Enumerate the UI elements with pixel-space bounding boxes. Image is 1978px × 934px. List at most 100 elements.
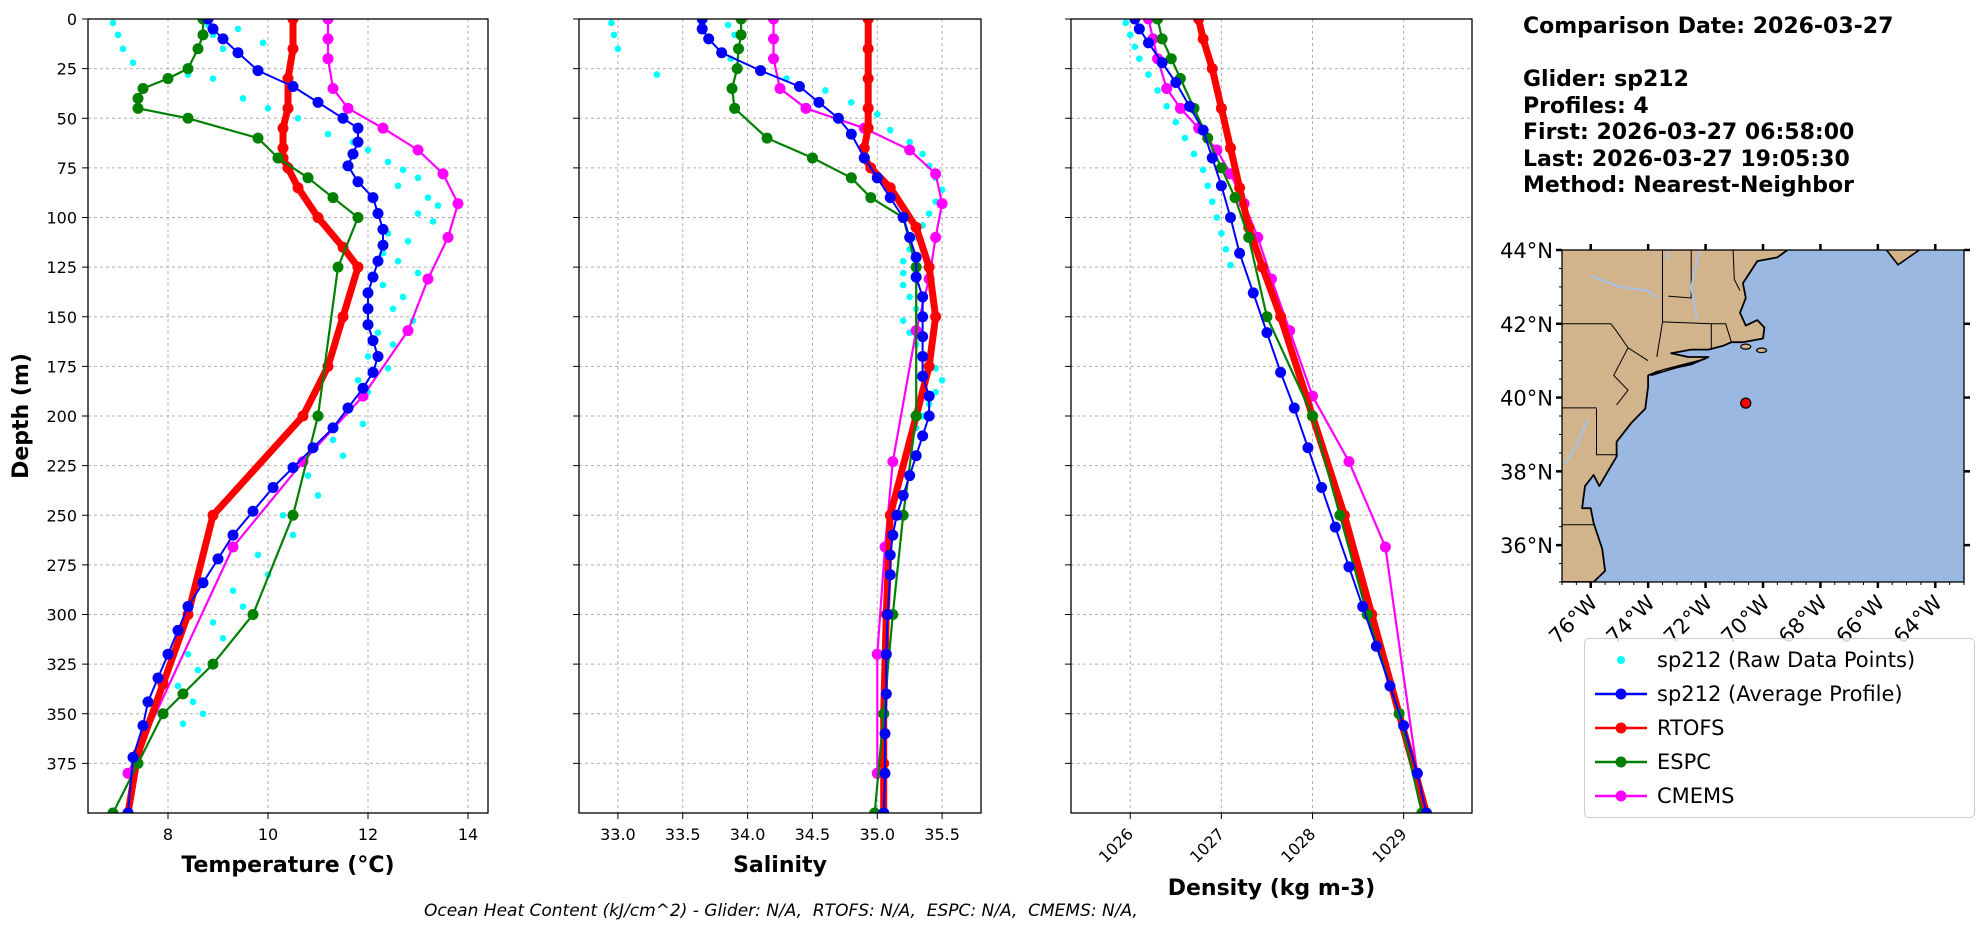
- x-tick-label: 8: [163, 825, 173, 844]
- raw-data-point: [254, 551, 262, 559]
- location-map: 44°N42°N40°N38°N36°N76°W 74°W 72°W 70°W 68°W…: [1500, 239, 1970, 649]
- series-point: [107, 807, 119, 813]
- series-point: [1224, 142, 1236, 154]
- series-point: [1275, 366, 1287, 378]
- raw-data-point: [399, 293, 407, 301]
- series-point: [362, 303, 374, 315]
- glider-location-marker: [1740, 397, 1752, 409]
- series-point: [162, 73, 174, 85]
- series-point: [774, 82, 786, 94]
- raw-data-point: [925, 210, 933, 217]
- series-point: [731, 63, 743, 75]
- series-point: [904, 144, 916, 156]
- series-point: [412, 144, 424, 156]
- profile-panels: 0 25 50 75 100 125 150 175 200 225 250 275 300 325 350…: [9, 10, 1473, 901]
- x-tick-label: 1027: [1186, 824, 1228, 866]
- x-tick-label: 1026: [1095, 824, 1137, 866]
- legend-swatch: [1615, 790, 1627, 802]
- series-point: [312, 96, 324, 108]
- series-point: [377, 122, 389, 134]
- y-tick-label: 350: [46, 705, 77, 724]
- series-point: [1215, 102, 1227, 114]
- series-point: [917, 331, 929, 343]
- series-point: [1420, 807, 1432, 813]
- raw-data-point: [239, 603, 247, 610]
- series-point: [287, 462, 299, 474]
- series-point: [372, 208, 384, 220]
- series-point: [696, 19, 708, 25]
- raw-data-point: [359, 420, 367, 428]
- y-tick-label: 250: [46, 506, 77, 525]
- series-point: [1197, 124, 1209, 136]
- series-point: [352, 212, 364, 223]
- series-point: [352, 261, 364, 273]
- series-point: [287, 19, 299, 25]
- raw-data-point: [239, 95, 247, 102]
- series-point: [122, 807, 134, 813]
- series-point: [1316, 481, 1328, 493]
- series-point: [322, 33, 334, 45]
- series-point: [357, 382, 369, 394]
- raw-data-point: [209, 75, 217, 82]
- raw-data-point: [189, 698, 197, 706]
- series-point: [1329, 521, 1341, 533]
- series-point: [1243, 231, 1255, 243]
- series-point: [923, 410, 935, 422]
- legend-label: ESPC: [1657, 750, 1711, 774]
- series-point: [887, 456, 899, 468]
- series-point: [1398, 720, 1410, 732]
- land-long-island: [1650, 358, 1706, 377]
- series-point: [930, 168, 942, 180]
- raw-data-point: [304, 472, 312, 479]
- lat-tick-label: 36°N: [1500, 534, 1553, 558]
- raw-data-point: [174, 682, 182, 690]
- series-point: [862, 102, 874, 114]
- lat-tick-label: 38°N: [1500, 460, 1553, 484]
- series-point: [910, 450, 922, 462]
- raw-data-point: [119, 45, 127, 53]
- series-point: [910, 221, 922, 233]
- last-time: Last: 2026-03-27 19:05:30: [1523, 146, 1850, 172]
- legend-swatch: [1615, 688, 1627, 700]
- series-point: [917, 291, 929, 303]
- series-point: [342, 102, 354, 114]
- chart-panel-2: 33.0 33.5 34.0 34.5 35.0 35.5 Salinity: [573, 18, 982, 878]
- series-point: [362, 287, 374, 299]
- y-tick-label: 100: [46, 209, 77, 228]
- series-point: [212, 553, 224, 565]
- y-tick-label: 175: [46, 357, 77, 376]
- series-point: [845, 172, 857, 184]
- series-point: [207, 658, 219, 670]
- series-point: [202, 19, 214, 25]
- series-point: [1343, 561, 1355, 573]
- chart-panel-3: 1026 1027 1028 1029 Density (kg m-3): [1065, 18, 1473, 901]
- y-tick-label: 375: [46, 754, 77, 773]
- raw-data-point: [653, 71, 661, 78]
- series-point: [342, 160, 354, 172]
- raw-data-point: [424, 194, 432, 201]
- legend: sp212 (Raw Data Points) sp212 (Average P…: [1584, 638, 1975, 818]
- series-point: [377, 223, 389, 235]
- series-point: [1343, 456, 1355, 468]
- raw-data-point: [374, 329, 382, 336]
- series-point: [910, 251, 922, 263]
- series-point: [277, 122, 289, 134]
- raw-data-point: [114, 31, 122, 39]
- state-border: [1562, 323, 1649, 362]
- x-tick-label: 1029: [1368, 824, 1410, 866]
- series-point: [845, 128, 857, 140]
- series-point: [1247, 287, 1259, 299]
- series-line-sp212-average-profile-: [1133, 19, 1428, 813]
- raw-data-point: [1172, 118, 1180, 126]
- ocean-heat-content-footer: Ocean Heat Content (kJ/cm^2) - Glider: N…: [424, 901, 1138, 921]
- series-point: [172, 624, 184, 636]
- raw-data-point: [314, 492, 322, 499]
- series-point: [227, 529, 239, 541]
- series-point: [182, 601, 194, 613]
- series-point: [1174, 102, 1186, 114]
- series-point: [703, 33, 715, 45]
- raw-data-point: [229, 587, 237, 594]
- raw-data-point: [414, 269, 422, 277]
- series-point: [302, 172, 314, 184]
- raw-data-point: [724, 21, 732, 29]
